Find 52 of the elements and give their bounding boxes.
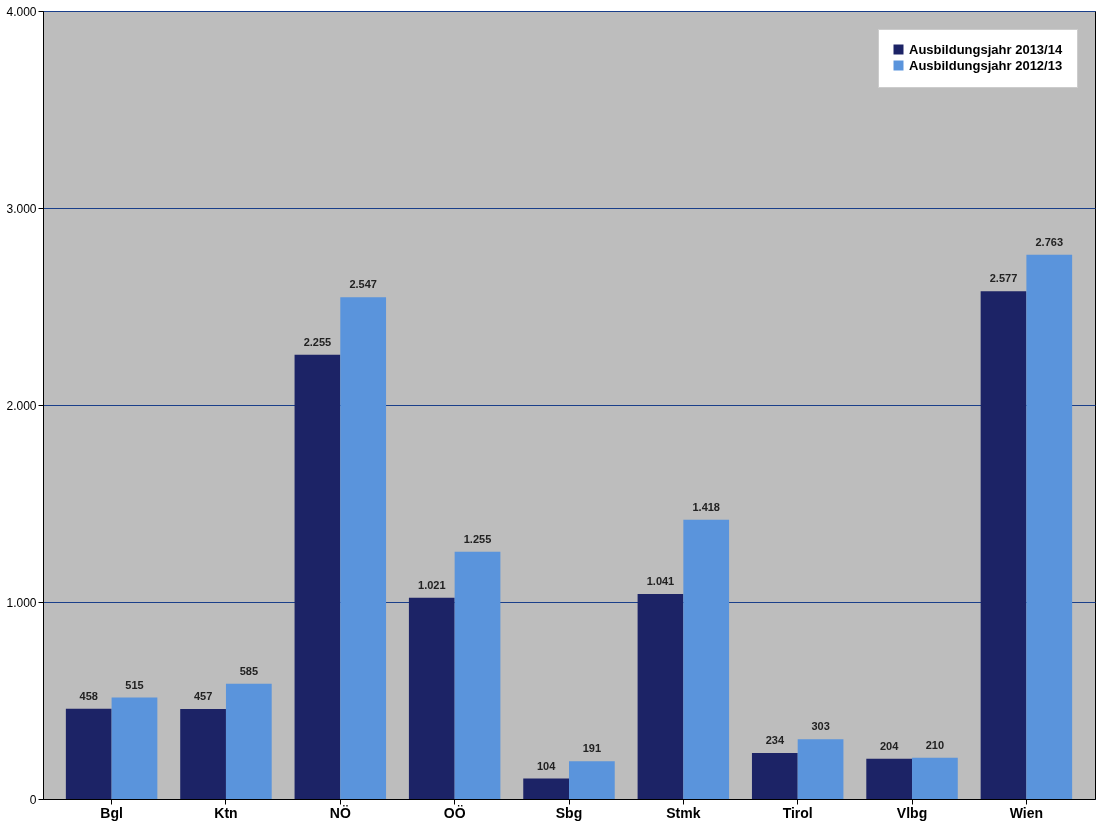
data-label: 210 bbox=[925, 738, 945, 751]
data-label: 204 bbox=[879, 739, 900, 752]
y-tick-label: 4.000 bbox=[6, 4, 37, 19]
bar bbox=[866, 758, 913, 799]
data-label: 191 bbox=[582, 742, 602, 755]
data-label: 457 bbox=[193, 689, 213, 702]
data-label: 2.255 bbox=[303, 335, 332, 348]
data-label: 585 bbox=[239, 664, 259, 677]
data-label: 1.418 bbox=[692, 500, 720, 513]
y-tick-label: 3.000 bbox=[6, 201, 37, 216]
data-label: 303 bbox=[811, 720, 830, 733]
bar bbox=[225, 683, 272, 799]
data-label: 1.021 bbox=[418, 578, 446, 591]
bar bbox=[523, 778, 569, 799]
bar bbox=[683, 519, 730, 799]
data-label: 104 bbox=[536, 759, 557, 772]
bar bbox=[454, 551, 501, 799]
data-label: 2.577 bbox=[989, 272, 1018, 285]
bar bbox=[980, 291, 1027, 799]
legend-label: Ausbildungsjahr 2013/14 bbox=[909, 41, 1063, 57]
data-label: 234 bbox=[765, 733, 785, 746]
bar bbox=[294, 354, 341, 799]
data-label: 515 bbox=[125, 678, 144, 691]
y-tick-label: 1.000 bbox=[6, 595, 37, 610]
x-tick-label: OÖ bbox=[443, 804, 466, 821]
data-label: 458 bbox=[79, 689, 98, 702]
bar bbox=[751, 752, 798, 799]
data-label: 2.763 bbox=[1035, 235, 1064, 248]
bar bbox=[1026, 254, 1073, 799]
data-label: 1.041 bbox=[646, 574, 675, 587]
x-tick-label: Ktn bbox=[214, 804, 238, 821]
bar bbox=[111, 697, 158, 799]
y-tick-label: 2.000 bbox=[6, 398, 37, 413]
x-tick-label: Wien bbox=[1009, 804, 1044, 821]
bar bbox=[65, 708, 112, 799]
x-tick-label: NÖ bbox=[329, 804, 351, 821]
x-tick-label: Sbg bbox=[555, 804, 583, 821]
bar bbox=[797, 739, 844, 799]
bar bbox=[408, 597, 455, 799]
x-tick-label: Bgl bbox=[100, 804, 123, 821]
legend-label: Ausbildungsjahr 2012/13 bbox=[909, 57, 1063, 73]
bar bbox=[912, 757, 958, 799]
data-label: 1.255 bbox=[463, 532, 492, 545]
x-tick-label: Vlbg bbox=[896, 804, 928, 821]
x-tick-label: Tirol bbox=[782, 804, 813, 821]
bar bbox=[569, 761, 615, 799]
bar bbox=[637, 593, 684, 799]
bar bbox=[340, 297, 387, 799]
bar bbox=[180, 708, 226, 799]
y-tick-label: 0 bbox=[29, 792, 37, 807]
data-label: 2.547 bbox=[349, 278, 377, 291]
x-tick-label: Stmk bbox=[666, 804, 701, 821]
